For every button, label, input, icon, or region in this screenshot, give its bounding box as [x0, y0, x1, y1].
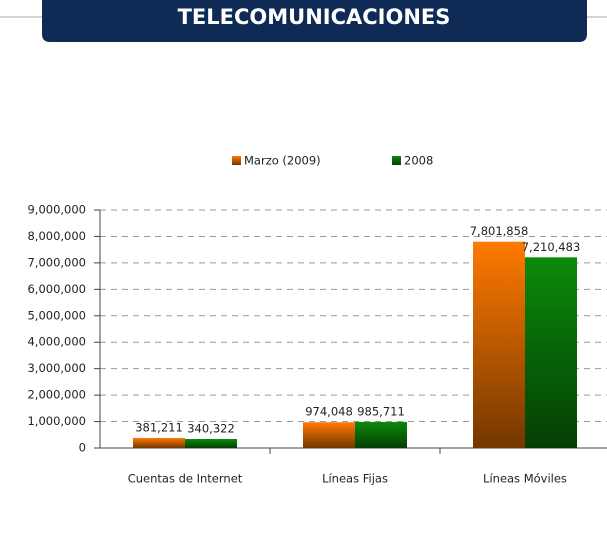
value-label: 381,211 — [135, 420, 183, 434]
y-tick-label: 8,000,000 — [27, 229, 86, 243]
bar — [133, 437, 185, 448]
bar — [303, 422, 355, 448]
x-tick-label: Líneas Móviles — [483, 472, 567, 486]
y-tick-label: 9,000,000 — [27, 203, 86, 217]
y-tick-label: 2,000,000 — [27, 388, 86, 402]
y-tick-label: 4,000,000 — [27, 335, 86, 349]
x-tick-label: Líneas Fijas — [322, 472, 388, 486]
x-tick-label: Cuentas de Internet — [128, 472, 243, 486]
y-tick-label: 0 — [79, 441, 86, 455]
bar — [525, 257, 577, 448]
value-label: 7,210,483 — [522, 240, 581, 254]
y-tick-label: 3,000,000 — [27, 361, 86, 375]
bar — [185, 439, 237, 448]
y-tick-label: 1,000,000 — [27, 414, 86, 428]
legend-label: 2008 — [404, 154, 433, 168]
bar — [473, 241, 525, 448]
value-label: 7,801,858 — [470, 224, 529, 238]
legend-swatch — [392, 156, 401, 165]
legend-swatch — [232, 156, 241, 165]
value-label: 340,322 — [187, 422, 235, 436]
header-title: TELECOMUNICACIONES — [178, 5, 451, 29]
y-tick-label: 5,000,000 — [27, 308, 86, 322]
bar — [355, 421, 407, 448]
header-banner — [42, 0, 587, 42]
value-label: 974,048 — [305, 405, 353, 419]
legend-label: Marzo (2009) — [244, 154, 321, 168]
y-tick-label: 7,000,000 — [27, 255, 86, 269]
y-tick-label: 6,000,000 — [27, 282, 86, 296]
value-label: 985,711 — [357, 404, 405, 418]
